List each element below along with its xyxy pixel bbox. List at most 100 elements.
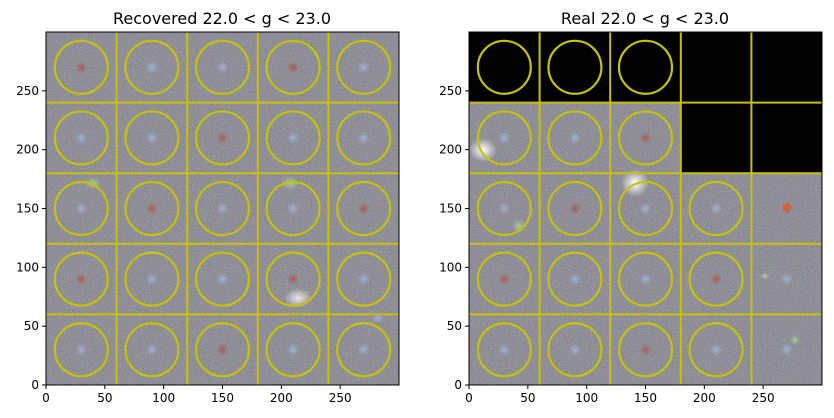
- source-glow: [498, 273, 511, 286]
- target-ring: [194, 110, 251, 166]
- blank-cell: [680, 102, 752, 174]
- source-glow: [710, 202, 723, 215]
- target-ring: [336, 180, 392, 237]
- target-ring: [194, 180, 251, 237]
- x-tick-label: 100: [575, 391, 598, 405]
- target-ring: [194, 322, 251, 378]
- y-tick-label: 0: [31, 378, 39, 392]
- source-glow: [75, 343, 88, 356]
- x-tick-label: 50: [97, 391, 112, 405]
- y-tick-label: 50: [447, 319, 462, 333]
- grid-lines: [46, 32, 399, 385]
- target-ring: [476, 110, 532, 166]
- source-glow: [287, 131, 300, 144]
- target-ring: [265, 110, 321, 166]
- rings: [53, 39, 392, 378]
- target-ring: [617, 110, 674, 166]
- y-axis: 0 50 100 150 200 250: [16, 84, 46, 392]
- source-glow: [780, 273, 793, 286]
- target-ring: [336, 251, 392, 307]
- target-ring: [336, 322, 392, 378]
- source-glow: [216, 202, 229, 215]
- y-tick-label: 100: [439, 260, 462, 274]
- source-glow: [498, 343, 511, 356]
- x-tick-label: 50: [520, 391, 535, 405]
- x-axis: 0 50 100 150 200 250: [465, 385, 775, 405]
- blank-cell: [539, 32, 611, 103]
- y-tick-label: 50: [24, 319, 39, 333]
- y-tick-label: 0: [454, 378, 462, 392]
- galaxy-blob: [790, 335, 800, 345]
- galaxy-blob: [783, 203, 791, 211]
- x-tick-label: 200: [270, 391, 293, 405]
- target-ring: [617, 39, 674, 95]
- blank-cell: [751, 32, 822, 103]
- source-glow: [145, 131, 158, 144]
- blank-cell: [680, 32, 752, 103]
- y-tick-label: 200: [16, 143, 39, 157]
- y-axis: 0 50 100 150 200 250: [439, 84, 469, 392]
- target-ring: [124, 180, 180, 237]
- y-tick-label: 150: [16, 202, 39, 216]
- x-tick-label: 150: [634, 391, 657, 405]
- x-tick-label: 0: [465, 391, 473, 405]
- target-ring: [53, 322, 109, 378]
- target-ring: [124, 251, 180, 307]
- source-glow: [75, 61, 88, 74]
- source-glow: [568, 273, 581, 286]
- target-ring: [53, 251, 109, 307]
- target-ring: [336, 110, 392, 166]
- target-ring: [53, 110, 109, 166]
- source-glow: [357, 343, 370, 356]
- galaxy-blob: [760, 272, 770, 280]
- source-glow: [639, 202, 652, 215]
- target-ring: [194, 39, 251, 95]
- x-tick-label: 0: [42, 391, 50, 405]
- target-ring: [476, 251, 532, 307]
- panel-title: Recovered 22.0 < g < 23.0: [113, 9, 331, 28]
- x-tick-label: 250: [752, 391, 775, 405]
- target-ring: [617, 180, 674, 237]
- image-area: [469, 32, 822, 385]
- target-ring: [547, 180, 603, 237]
- target-ring: [476, 322, 532, 378]
- target-ring: [688, 251, 744, 307]
- target-ring: [265, 39, 321, 95]
- target-ring: [476, 180, 532, 237]
- target-ring: [688, 322, 744, 378]
- source-glow: [780, 343, 793, 356]
- y-tick-label: 150: [439, 202, 462, 216]
- y-tick-label: 250: [16, 84, 39, 98]
- source-glow: [639, 273, 652, 286]
- target-ring: [53, 180, 109, 237]
- y-tick-label: 100: [16, 260, 39, 274]
- source-glow: [216, 343, 229, 356]
- target-ring: [688, 180, 744, 237]
- source-glow: [568, 202, 581, 215]
- source-glow: [568, 343, 581, 356]
- source-glow: [216, 61, 229, 74]
- target-ring: [617, 251, 674, 307]
- blank-cell: [469, 32, 540, 103]
- target-ring: [336, 39, 392, 95]
- x-tick-label: 150: [211, 391, 234, 405]
- target-ring: [53, 39, 109, 95]
- target-ring: [476, 39, 532, 95]
- target-ring: [547, 322, 603, 378]
- decorations: [469, 138, 800, 345]
- y-tick-label: 200: [439, 143, 462, 157]
- blank-cell: [751, 102, 822, 174]
- source-glow: [75, 131, 88, 144]
- target-ring: [265, 322, 321, 378]
- source-glow: [498, 131, 511, 144]
- grid-lines: [469, 32, 822, 385]
- x-tick-label: 100: [152, 391, 175, 405]
- source-glow: [287, 343, 300, 356]
- source-glow: [287, 202, 300, 215]
- source-glow: [75, 202, 88, 215]
- source-glow: [357, 273, 370, 286]
- source-glow: [287, 61, 300, 74]
- source-glow: [145, 61, 158, 74]
- target-ring: [617, 322, 674, 378]
